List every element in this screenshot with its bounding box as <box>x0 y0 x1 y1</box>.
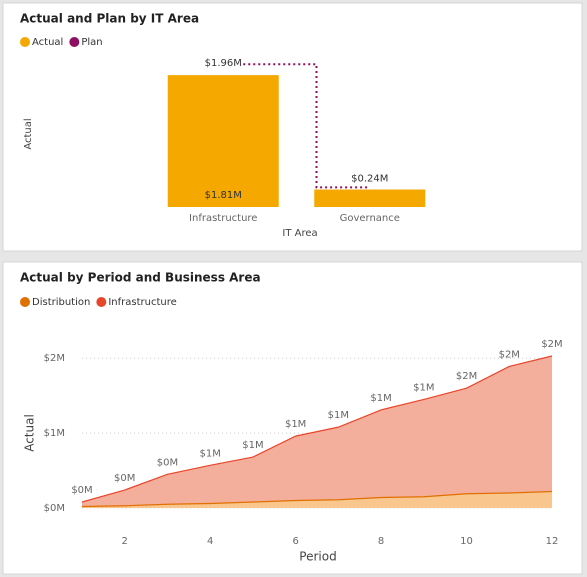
bar <box>167 75 279 207</box>
data-label: $1M <box>200 448 221 459</box>
data-label: $2M <box>456 371 477 382</box>
data-label: $1M <box>328 410 349 421</box>
x-tick-label: 10 <box>460 536 473 547</box>
data-label: $1M <box>370 393 391 404</box>
legend-label: Distribution <box>32 297 90 308</box>
bar <box>314 189 426 207</box>
data-label: $0.24M <box>351 174 388 185</box>
legend-label: Actual <box>32 37 63 48</box>
chart-title: Actual and Plan by IT Area <box>20 12 199 26</box>
area-line <box>81 355 553 503</box>
data-label: $1.81M <box>205 190 242 201</box>
legend-marker <box>96 297 107 307</box>
data-label: $1M <box>242 440 263 451</box>
panel <box>2 2 583 252</box>
x-tick-label: 2 <box>122 536 128 547</box>
y-axis-title: Actual <box>23 414 37 452</box>
data-label: $2M <box>541 339 562 350</box>
data-label: $1.96M <box>205 58 242 69</box>
y-tick-label: $0M <box>44 503 65 514</box>
legend-marker <box>20 37 30 47</box>
data-label: $2M <box>499 349 520 360</box>
legend-label: Plan <box>81 37 102 48</box>
x-axis-title: Period <box>299 550 336 564</box>
y-tick-label: $2M <box>44 353 65 364</box>
x-tick-label: 6 <box>292 536 298 547</box>
y-axis-title: Actual <box>23 118 34 149</box>
x-axis-title: IT Area <box>282 228 317 239</box>
chart-title: Actual by Period and Business Area <box>20 271 261 285</box>
legend-marker <box>20 297 30 307</box>
legend-label: Infrastructure <box>108 297 176 308</box>
y-tick-label: $1M <box>44 428 65 439</box>
data-label: $1M <box>285 419 306 430</box>
x-tick-label: Infrastructure <box>189 213 257 224</box>
x-tick-label: 8 <box>378 536 384 547</box>
data-label: $1M <box>413 382 434 393</box>
label-bg <box>203 58 243 70</box>
legend-marker <box>69 37 80 47</box>
data-label: $0M <box>157 457 178 468</box>
data-label: $0M <box>114 473 135 484</box>
x-tick-label: 4 <box>207 536 213 547</box>
data-label: $0M <box>71 485 92 496</box>
x-tick-label: Governance <box>340 213 400 224</box>
area-line <box>81 490 553 508</box>
plan-line <box>223 63 370 189</box>
x-tick-label: 12 <box>546 536 559 547</box>
